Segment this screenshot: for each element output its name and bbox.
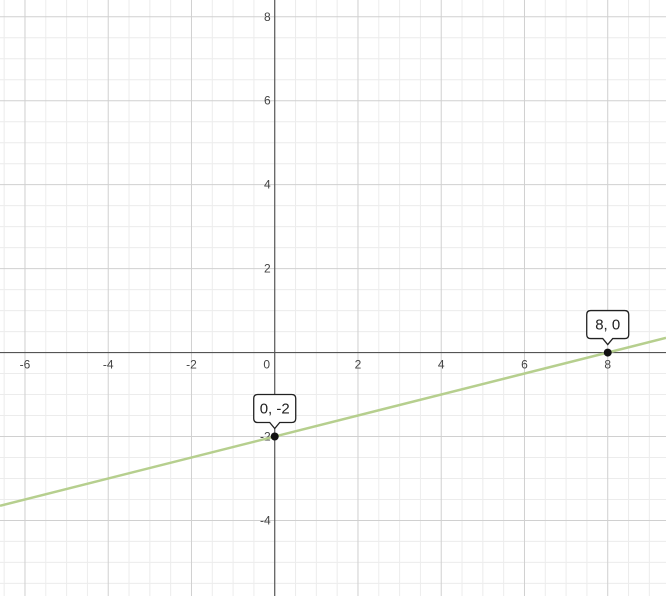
x-tick-label: -6 bbox=[20, 358, 31, 372]
point-callout[interactable]: 0, -2 bbox=[253, 393, 297, 441]
x-tick-label: 6 bbox=[521, 358, 528, 372]
y-tick-label: 4 bbox=[264, 178, 271, 192]
x-tick-label: 2 bbox=[355, 358, 362, 372]
y-tick-labels: -4 -2 2 4 6 8 bbox=[260, 10, 271, 528]
callout-box bbox=[586, 309, 630, 346]
labeled-points: 0, -2 8, 0 bbox=[253, 309, 630, 441]
x-tick-label: 4 bbox=[438, 358, 445, 372]
x-tick-labels: -6 -4 -2 0 2 4 6 8 bbox=[20, 358, 612, 372]
callout-box bbox=[253, 393, 297, 430]
y-tick-label: 6 bbox=[264, 94, 271, 108]
y-tick-label: -4 bbox=[260, 513, 271, 527]
point-marker[interactable] bbox=[270, 432, 279, 441]
point-callout[interactable]: 8, 0 bbox=[586, 309, 630, 357]
x-tick-label: 0 bbox=[263, 358, 270, 372]
y-tick-label: -2 bbox=[260, 430, 271, 444]
point-label: 0, -2 bbox=[260, 401, 290, 418]
y-tick-label: 8 bbox=[264, 10, 271, 24]
x-tick-label: 8 bbox=[604, 358, 611, 372]
x-tick-label: -2 bbox=[186, 358, 197, 372]
x-tick-label: -4 bbox=[103, 358, 114, 372]
point-label: 8, 0 bbox=[595, 317, 620, 334]
point-marker[interactable] bbox=[603, 348, 612, 357]
series-line bbox=[0, 336, 666, 507]
line-series bbox=[0, 336, 666, 507]
y-tick-label: 2 bbox=[264, 262, 271, 276]
